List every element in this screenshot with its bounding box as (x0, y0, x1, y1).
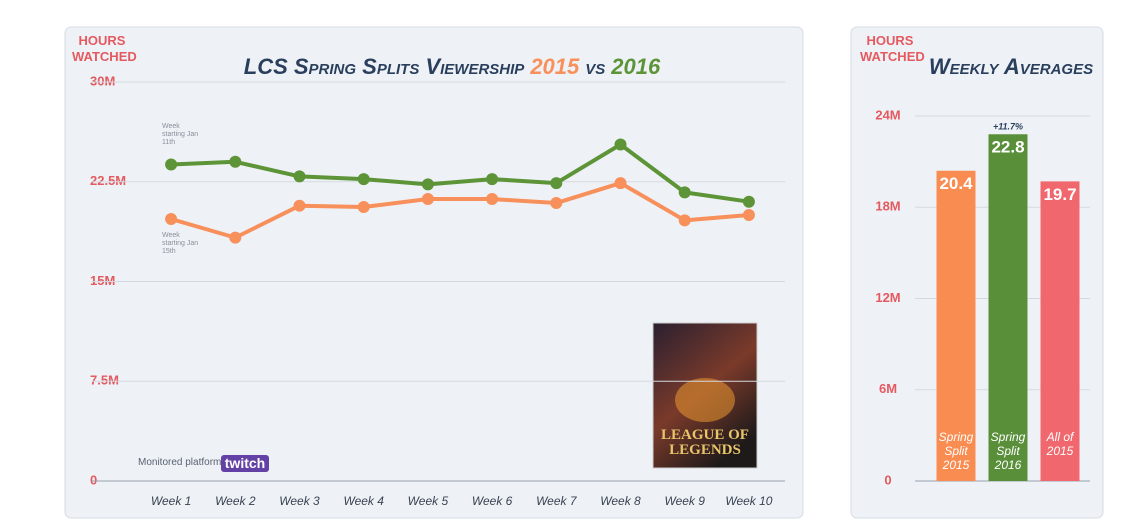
y-tick-label: 7.5M (90, 373, 119, 388)
data-point (229, 155, 242, 168)
x-tick-label: Week 4 (343, 494, 384, 508)
x-tick-label: Week 9 (664, 494, 705, 508)
series-line (170, 181, 750, 240)
annotation: Week starting Jan 11th (162, 123, 199, 146)
twitch-logo-bg (221, 455, 269, 472)
data-point (742, 195, 755, 208)
data-point (614, 177, 627, 190)
y-axis-label: HOURS WATCHED (860, 33, 925, 64)
value-label: 22.8 (991, 138, 1024, 157)
x-tick-label: Week 10 (725, 494, 772, 508)
platform-label: Monitored platform: (138, 457, 225, 468)
bar-category: Spring Split 2015 (938, 430, 974, 472)
series-line (171, 142, 750, 204)
bar (1040, 181, 1080, 482)
data-point (614, 138, 627, 151)
title-part: LCS Spring Splits Viewership (244, 54, 526, 79)
data-point (165, 212, 178, 225)
title-part: vs (585, 54, 605, 79)
data-point (678, 186, 691, 199)
data-point (421, 193, 434, 206)
data-point (165, 158, 178, 171)
bar (988, 134, 1028, 481)
chart-title: LCS Spring Splits Viewership 2015 vs 2016 (244, 54, 661, 79)
x-tick-label: Week 3 (279, 494, 320, 508)
y-tick-label: 18M (875, 199, 900, 214)
platform-logo: twitch (224, 455, 266, 471)
x-tick-label: Week 8 (600, 494, 641, 508)
x-tick-label: Week 1 (151, 494, 191, 508)
data-point (293, 199, 306, 212)
annotation: Week starting Jan 15th (162, 232, 199, 255)
data-point (486, 173, 499, 186)
bar-category: All of 2015 (1046, 430, 1074, 458)
data-point (357, 201, 370, 214)
bar-annotation: +11.7% (993, 122, 1023, 132)
x-tick-label: Week 5 (408, 494, 449, 508)
game-art (652, 322, 758, 469)
y-tick-label: 6M (879, 381, 897, 396)
data-point (229, 231, 242, 244)
y-axis-label: HOURS WATCHED (72, 33, 137, 64)
y-tick-label: 15M (90, 273, 115, 288)
image-caption: LEAGUE OF LEGENDS (661, 427, 749, 458)
data-point (357, 173, 370, 186)
value-label: 20.4 (939, 174, 973, 193)
bar (936, 170, 976, 481)
right-panel (850, 26, 1104, 519)
title-part: 2016 (610, 54, 661, 79)
data-point (550, 197, 563, 210)
data-point (421, 178, 434, 191)
data-point (486, 193, 499, 206)
x-tick-label: Week 7 (536, 494, 578, 508)
y-tick-label: 24M (875, 107, 900, 122)
title-part: 2015 (529, 54, 580, 79)
data-point (293, 170, 306, 183)
x-tick-label: Week 6 (472, 494, 513, 508)
chart-title: Weekly Averages (929, 54, 1093, 79)
bar-category: Spring Split 2016 (990, 430, 1026, 472)
y-tick-label: 0 (884, 472, 891, 487)
data-point (742, 209, 755, 221)
data-point (678, 214, 691, 227)
y-tick-label: 12M (875, 290, 900, 305)
value-label: 19.7 (1043, 185, 1076, 204)
y-tick-label: 0 (90, 472, 97, 487)
x-tick-label: Week 2 (215, 494, 256, 508)
data-point (550, 177, 563, 190)
y-tick-label: 30M (90, 73, 115, 88)
y-tick-label: 22.5M (90, 173, 126, 188)
